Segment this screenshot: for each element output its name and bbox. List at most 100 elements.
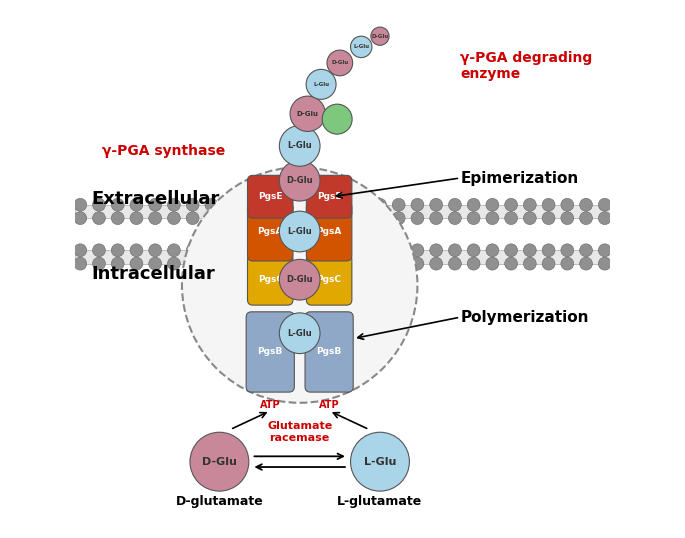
Circle shape — [449, 244, 461, 257]
FancyBboxPatch shape — [247, 202, 293, 261]
Circle shape — [561, 244, 574, 257]
Circle shape — [317, 212, 330, 224]
Circle shape — [580, 212, 593, 224]
Circle shape — [299, 212, 312, 224]
Circle shape — [449, 199, 461, 211]
Circle shape — [280, 212, 292, 224]
Circle shape — [598, 257, 611, 270]
Circle shape — [317, 244, 330, 257]
FancyBboxPatch shape — [246, 312, 295, 392]
Circle shape — [580, 244, 593, 257]
Circle shape — [467, 257, 480, 270]
Circle shape — [449, 257, 461, 270]
Circle shape — [336, 212, 349, 224]
Circle shape — [74, 212, 87, 224]
FancyBboxPatch shape — [75, 250, 610, 264]
Circle shape — [190, 432, 249, 491]
Circle shape — [523, 212, 536, 224]
Circle shape — [167, 257, 180, 270]
Circle shape — [111, 244, 124, 257]
Circle shape — [355, 212, 368, 224]
Circle shape — [205, 212, 218, 224]
Circle shape — [393, 212, 405, 224]
Circle shape — [373, 212, 386, 224]
FancyBboxPatch shape — [306, 175, 352, 218]
Circle shape — [373, 199, 386, 211]
Circle shape — [429, 199, 443, 211]
Circle shape — [505, 257, 518, 270]
Circle shape — [449, 212, 461, 224]
Circle shape — [336, 199, 349, 211]
Circle shape — [111, 199, 124, 211]
Text: Extracellular: Extracellular — [91, 190, 219, 208]
Circle shape — [130, 212, 143, 224]
Circle shape — [429, 244, 443, 257]
Circle shape — [429, 212, 443, 224]
Circle shape — [130, 244, 143, 257]
Circle shape — [186, 212, 199, 224]
FancyBboxPatch shape — [247, 175, 293, 218]
Circle shape — [224, 257, 236, 270]
Circle shape — [280, 257, 292, 270]
Circle shape — [92, 257, 105, 270]
Circle shape — [111, 212, 124, 224]
Circle shape — [111, 257, 124, 270]
Circle shape — [429, 257, 443, 270]
Circle shape — [411, 199, 424, 211]
Circle shape — [182, 167, 417, 403]
Circle shape — [598, 199, 611, 211]
Text: D-Glu: D-Glu — [202, 457, 237, 466]
Circle shape — [242, 257, 256, 270]
Circle shape — [205, 244, 218, 257]
Circle shape — [261, 244, 274, 257]
Circle shape — [167, 199, 180, 211]
FancyBboxPatch shape — [305, 312, 353, 392]
Text: γ-PGA synthase: γ-PGA synthase — [101, 144, 225, 158]
Circle shape — [242, 212, 256, 224]
Circle shape — [542, 199, 555, 211]
Text: PgsA: PgsA — [316, 227, 342, 236]
Text: L-Glu: L-Glu — [353, 44, 369, 49]
Circle shape — [467, 212, 480, 224]
Circle shape — [130, 199, 143, 211]
Circle shape — [336, 244, 349, 257]
Circle shape — [279, 125, 320, 166]
Circle shape — [411, 212, 424, 224]
Circle shape — [467, 244, 480, 257]
Circle shape — [205, 199, 218, 211]
Circle shape — [242, 199, 256, 211]
Text: D-Glu: D-Glu — [297, 111, 319, 117]
Circle shape — [523, 244, 536, 257]
Circle shape — [523, 257, 536, 270]
Text: L-glutamate: L-glutamate — [337, 495, 423, 508]
Text: L-Glu: L-Glu — [287, 141, 312, 151]
Text: Polymerization: Polymerization — [460, 310, 588, 324]
Circle shape — [261, 199, 274, 211]
Circle shape — [290, 96, 325, 131]
Circle shape — [186, 244, 199, 257]
Circle shape — [580, 199, 593, 211]
Text: PgsB: PgsB — [316, 348, 342, 357]
Circle shape — [561, 199, 574, 211]
Circle shape — [523, 199, 536, 211]
Circle shape — [411, 257, 424, 270]
Text: PgsC: PgsC — [316, 275, 342, 284]
Circle shape — [279, 211, 320, 252]
Circle shape — [355, 244, 368, 257]
Text: D-Glu: D-Glu — [286, 176, 313, 185]
Circle shape — [486, 244, 499, 257]
Circle shape — [317, 199, 330, 211]
Circle shape — [149, 257, 162, 270]
Text: D-Glu: D-Glu — [371, 34, 388, 39]
Circle shape — [598, 244, 611, 257]
Circle shape — [92, 199, 105, 211]
Circle shape — [486, 212, 499, 224]
FancyBboxPatch shape — [306, 202, 352, 261]
Circle shape — [299, 199, 312, 211]
Circle shape — [355, 257, 368, 270]
Text: Epimerization: Epimerization — [460, 171, 579, 186]
Circle shape — [561, 257, 574, 270]
FancyBboxPatch shape — [306, 254, 352, 305]
Text: ATP: ATP — [260, 400, 281, 410]
Circle shape — [186, 257, 199, 270]
